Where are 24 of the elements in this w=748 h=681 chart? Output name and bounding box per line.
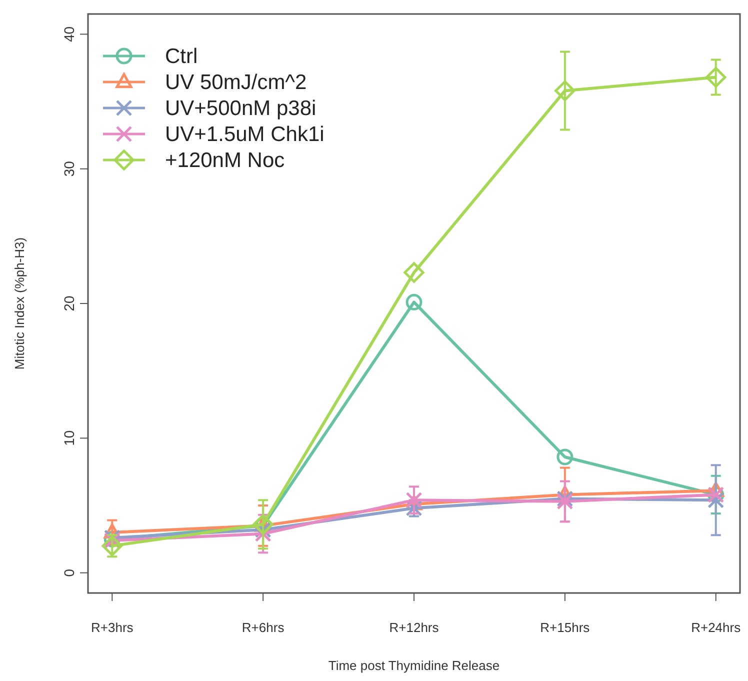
- point: [556, 493, 574, 510]
- x-tick-label: R+12hrs: [389, 620, 440, 635]
- point: [706, 66, 726, 88]
- point: [406, 294, 422, 310]
- y-tick-label: 10: [61, 430, 77, 446]
- point: [556, 448, 574, 466]
- y-tick-label: 0: [61, 568, 77, 577]
- legend-label: +120nM Noc: [165, 149, 285, 172]
- y-tick-label: 40: [61, 26, 77, 42]
- x-tick-label: R+24hrs: [691, 620, 742, 635]
- x-tick-label: R+6hrs: [242, 620, 285, 635]
- y-tick-label: 30: [61, 160, 77, 177]
- legend-label: UV 50mJ/cm^2: [165, 71, 307, 94]
- legend-label: UV+1.5uM Chk1i: [165, 123, 324, 146]
- legend-label: UV+500nM p38i: [165, 97, 316, 120]
- x-tick-label: R+3hrs: [91, 620, 134, 635]
- x-tick-label: R+15hrs: [540, 620, 590, 635]
- point: [404, 262, 424, 283]
- point: [554, 80, 576, 102]
- y-tick-label: 20: [61, 296, 77, 312]
- x-axis-title: Time post Thymidine Release: [328, 658, 500, 673]
- y-axis-title: Mitotic Index (%ph-H3): [12, 237, 27, 370]
- legend-label: Ctrl: [165, 45, 198, 68]
- point: [102, 536, 122, 556]
